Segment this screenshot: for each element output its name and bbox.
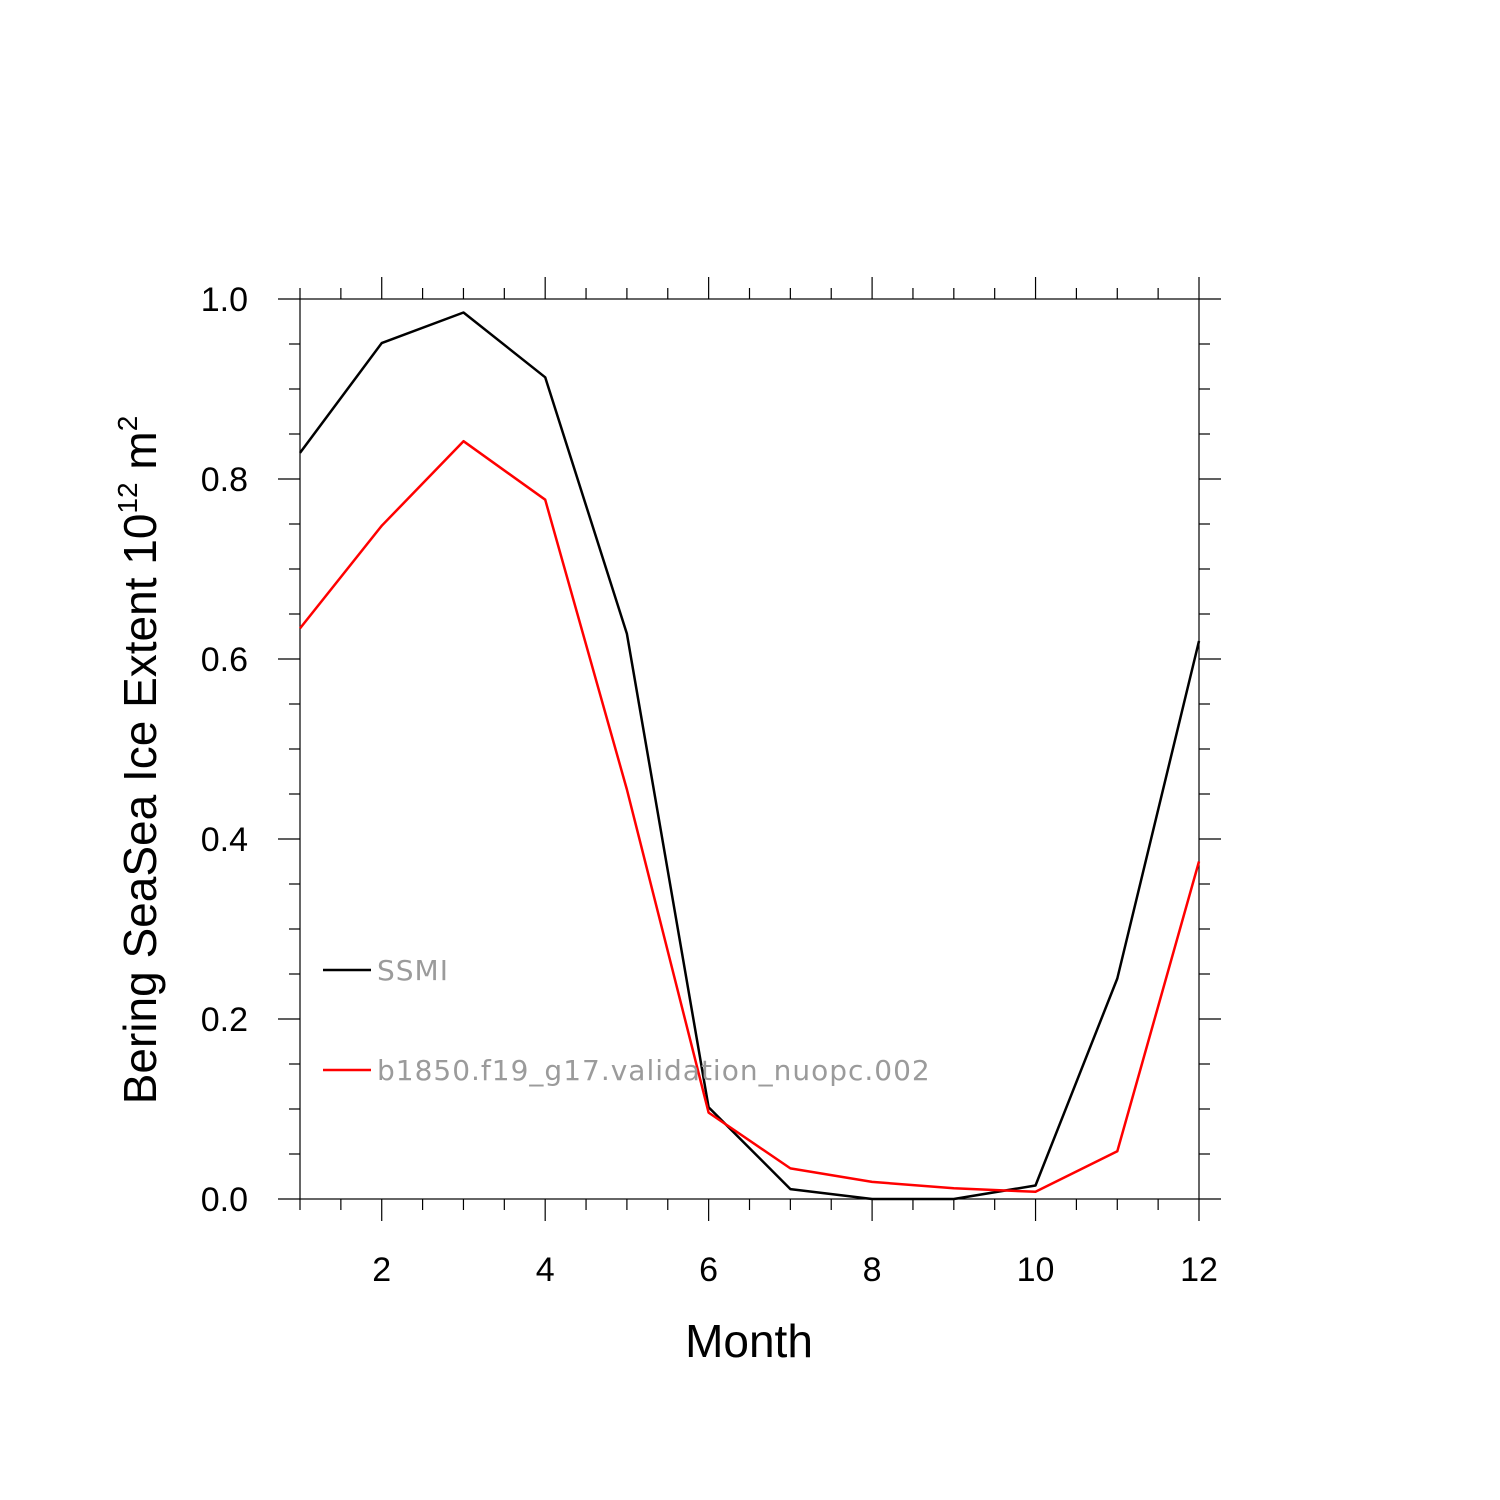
y-axis-title: Bering SeaSea Ice Extent 1012 m2 bbox=[112, 416, 166, 1105]
tick-labels: 2 4 6 8 10 12 0.0 0.2 0.4 0.6 0.8 1.0 bbox=[201, 281, 1218, 1289]
legend-label-model: b1850.f19_g17.validation_nuopc.002 bbox=[377, 1054, 931, 1087]
series-lines bbox=[298, 311, 1201, 1201]
x-tick-label: 4 bbox=[536, 1251, 555, 1289]
y-tick-label: 0.2 bbox=[201, 1001, 248, 1039]
x-tick-label: 6 bbox=[699, 1251, 718, 1289]
y-axis-title-unit-exponent: 2 bbox=[112, 416, 143, 432]
legend-label-ssmi: SSMI bbox=[377, 954, 449, 987]
x-axis-title: Month bbox=[685, 1315, 813, 1367]
y-axis-title-main: Bering SeaSea Ice Extent 10 bbox=[114, 514, 166, 1105]
y-axis-title-unit: m bbox=[114, 431, 166, 482]
y-axis-title-exponent: 12 bbox=[112, 482, 143, 513]
series-line-model bbox=[299, 439, 1201, 1194]
x-tick-label: 12 bbox=[1180, 1251, 1218, 1289]
y-tick-label: 1.0 bbox=[201, 281, 248, 319]
y-tick-label: 0.8 bbox=[201, 461, 248, 499]
axis-ticks bbox=[278, 277, 1221, 1221]
x-tick-label: 2 bbox=[372, 1251, 391, 1289]
x-tick-label: 10 bbox=[1017, 1251, 1055, 1289]
y-tick-label: 0.6 bbox=[201, 641, 248, 679]
y-tick-label: 0.4 bbox=[201, 821, 248, 859]
legend: SSMI b1850.f19_g17.validation_nuopc.002 bbox=[323, 954, 931, 1087]
series-line-ssmi bbox=[298, 311, 1201, 1201]
x-tick-label: 8 bbox=[863, 1251, 882, 1289]
y-tick-label: 0.0 bbox=[201, 1181, 248, 1219]
